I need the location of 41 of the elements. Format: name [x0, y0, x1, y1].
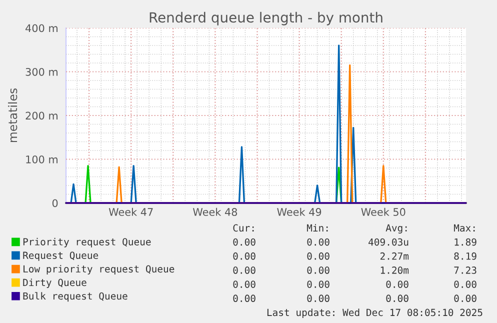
text: Max:: [454, 224, 475, 232]
y-tick-label: 100 m: [26, 155, 58, 164]
x-tick-label: Week 49: [277, 208, 322, 216]
text: 0.00: [307, 266, 330, 274]
text: 0.00: [386, 294, 408, 302]
legend-label: Priority request Queue: [23, 238, 151, 248]
legend-label: Request Queue: [23, 252, 98, 261]
x-tick-label: Week 48: [192, 208, 238, 216]
text: 0.00: [233, 238, 256, 246]
y-tick-label: 0: [52, 199, 58, 208]
y-tick-label: 300 m: [26, 68, 58, 76]
text: 0.00: [454, 280, 476, 288]
text: 8.19: [454, 252, 476, 260]
text: 1.89: [454, 238, 476, 246]
legend-label: Dirty Queue: [23, 278, 86, 288]
text: 0.00: [307, 294, 330, 302]
chart-title: Renderd queue length - by month: [150, 12, 382, 26]
text: Min:: [306, 224, 328, 232]
text: 0.00: [233, 266, 256, 274]
text: 409.03u: [368, 238, 408, 246]
text: Cur:: [233, 224, 254, 232]
x-tick-label: Week 47: [108, 208, 153, 216]
y-tick-label: 200 m: [26, 112, 58, 120]
legend-label: Bulk request Queue: [23, 292, 128, 302]
text: 0.00: [307, 252, 330, 260]
x-tick-label: Week 50: [361, 208, 406, 216]
text: 0.00: [307, 238, 330, 246]
y-axis-title: metatiles: [8, 88, 18, 142]
text: 0.00: [233, 280, 256, 288]
text: 2.27m: [380, 252, 409, 260]
text: 7.23: [454, 266, 476, 274]
text: 0.00: [307, 280, 330, 288]
text: Last update: Wed Dec 17 08:05:10 2025: [267, 308, 482, 318]
text: 0.00: [386, 280, 408, 288]
text: 1.20m: [380, 266, 409, 274]
text: 0.00: [233, 252, 256, 260]
y-tick-label: 400 m: [26, 24, 58, 32]
text: 0.00: [233, 294, 256, 302]
legend-label: Low priority request Queue: [24, 265, 174, 274]
text: 0.00: [454, 294, 476, 302]
text: Avg:: [386, 224, 407, 234]
